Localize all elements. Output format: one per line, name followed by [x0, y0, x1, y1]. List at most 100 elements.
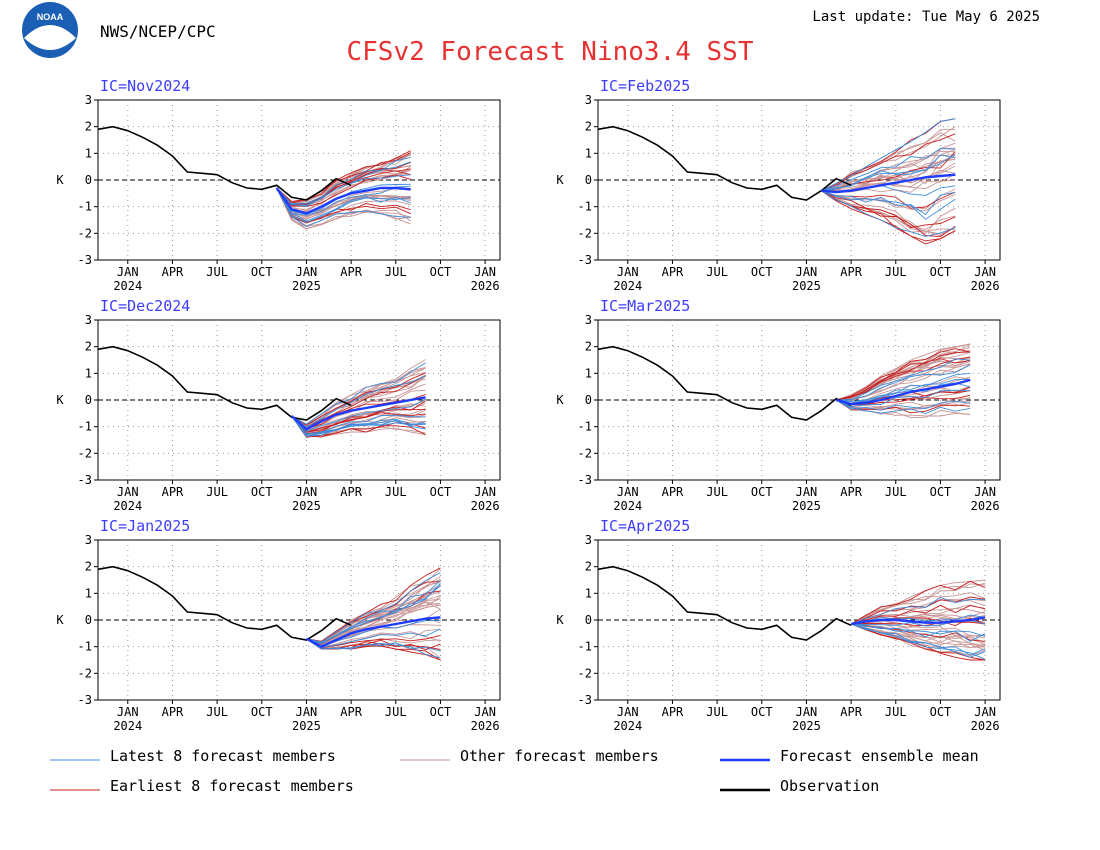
x-tick-label: OCT [930, 705, 952, 719]
panel-label: IC=Mar2025 [600, 297, 690, 315]
x-tick-label: APR [162, 485, 184, 499]
x-tick-label: OCT [930, 485, 952, 499]
latest-member-line [821, 190, 956, 220]
x-tick-label: JAN [974, 705, 996, 719]
y-tick-label: -1 [578, 420, 592, 434]
y-axis-label: K [56, 393, 64, 407]
x-year-label: 2026 [971, 279, 1000, 293]
panel-jan2025: IC=Jan2025 -3 -2 -1 0 1 2 3 K JAN APR JUL OCT JAN APR J… [56, 517, 501, 733]
ensemble-mean-line [835, 378, 971, 406]
earliest-member-line [276, 187, 411, 224]
earliest-member-line [821, 190, 956, 242]
latest-member-line [836, 389, 971, 407]
ensemble-mean-line [821, 173, 956, 194]
earliest-member-line [291, 372, 426, 426]
y-tick-label: 3 [85, 93, 92, 107]
y-tick-label: 1 [585, 586, 592, 600]
observation-line [97, 125, 352, 201]
x-tick-label: JAN [474, 265, 496, 279]
other-member-line [306, 584, 441, 644]
observation-line [97, 565, 352, 641]
y-tick-label: 0 [85, 393, 92, 407]
ensemble-mean-line [305, 616, 441, 649]
earliest-member-line [821, 190, 956, 209]
other-member-line [276, 187, 411, 227]
legend-label: Forecast ensemble mean [780, 747, 979, 765]
latest-member-line [821, 148, 956, 192]
x-year-label: 2025 [792, 499, 821, 513]
x-year-label: 2024 [113, 279, 142, 293]
latest-member-line [850, 597, 986, 625]
y-tick-label: 0 [585, 393, 592, 407]
other-member-line [276, 187, 411, 220]
x-tick-label: JUL [385, 705, 407, 719]
x-tick-label: JUL [206, 485, 228, 499]
latest-member-line [306, 579, 441, 644]
y-tick-label: 3 [585, 93, 592, 107]
x-tick-label: APR [162, 265, 184, 279]
latest-member-line [850, 623, 986, 660]
legend-label: Latest 8 forecast members [110, 747, 336, 765]
x-year-label: 2024 [613, 279, 642, 293]
forecast-members [821, 118, 956, 245]
latest-member-line [276, 187, 411, 222]
other-member-line [821, 162, 956, 192]
y-tick-label: -2 [578, 446, 592, 460]
x-tick-label: APR [840, 485, 862, 499]
y-tick-label: -3 [578, 473, 592, 487]
x-year-label: 2024 [113, 719, 142, 733]
latest-member-line [306, 638, 441, 652]
latest-member-line [835, 399, 971, 411]
x-tick-label: APR [162, 705, 184, 719]
y-tick-label: 1 [585, 366, 592, 380]
y-tick-label: 1 [85, 586, 92, 600]
x-year-label: 2025 [792, 279, 821, 293]
forecast-members [835, 343, 971, 419]
other-member-line [306, 595, 441, 645]
legend-item-observation: Observation [720, 777, 879, 795]
y-tick-label: 2 [85, 560, 92, 574]
legend: Latest 8 forecast members Other forecast … [50, 747, 979, 795]
latest-member-line [836, 379, 971, 402]
other-member-line [850, 592, 986, 625]
latest-member-line [276, 161, 411, 207]
x-tick-label: JUL [706, 485, 728, 499]
chart-title: CFSv2 Forecast Nino3.4 SST [347, 37, 754, 67]
latest-member-line [835, 399, 971, 414]
x-tick-label: JAN [796, 485, 818, 499]
x-tick-label: JAN [296, 485, 318, 499]
x-tick-label: JUL [885, 705, 907, 719]
latest-member-line [836, 372, 971, 404]
panel-apr2025: IC=Apr2025 -3 -2 -1 0 1 2 3 K JAN APR JUL OCT JAN APR J… [556, 517, 1001, 733]
legend-item-mean: Forecast ensemble mean [720, 747, 979, 765]
y-tick-label: -1 [578, 200, 592, 214]
x-tick-label: JUL [385, 265, 407, 279]
other-member-line [276, 153, 411, 204]
panels: IC=Nov2024 -3 -2 -1 0 1 2 3 K JAN APR JUL OCT JAN APR J… [56, 77, 1001, 733]
x-tick-label: JAN [796, 705, 818, 719]
y-axis-label: K [56, 173, 64, 187]
x-tick-label: OCT [251, 485, 273, 499]
ensemble-mean-line [275, 186, 411, 215]
other-member-line [836, 343, 971, 401]
panel-dec2024: IC=Dec2024 -3 -2 -1 0 1 2 3 K JAN APR JUL OCT JAN APR J… [56, 297, 501, 513]
x-year-label: 2026 [471, 499, 500, 513]
x-tick-label: OCT [930, 265, 952, 279]
earliest-member-line [291, 400, 426, 433]
legend-label: Earliest 8 forecast members [110, 777, 354, 795]
x-tick-label: JAN [796, 265, 818, 279]
panel-label: IC=Feb2025 [600, 77, 690, 95]
earliest-member-line [291, 375, 426, 428]
x-year-label: 2025 [292, 499, 321, 513]
latest-member-line [851, 623, 986, 642]
noaa-logo: NOAA [22, 2, 78, 58]
y-tick-label: -3 [578, 253, 592, 267]
x-year-label: 2024 [613, 499, 642, 513]
latest-member-line [306, 628, 441, 648]
x-tick-label: OCT [751, 265, 773, 279]
other-member-line [821, 150, 956, 192]
panel-label: IC=Jan2025 [100, 517, 190, 535]
earliest-member-line [276, 152, 411, 202]
earliest-member-line [821, 190, 956, 229]
latest-member-line [851, 623, 986, 637]
